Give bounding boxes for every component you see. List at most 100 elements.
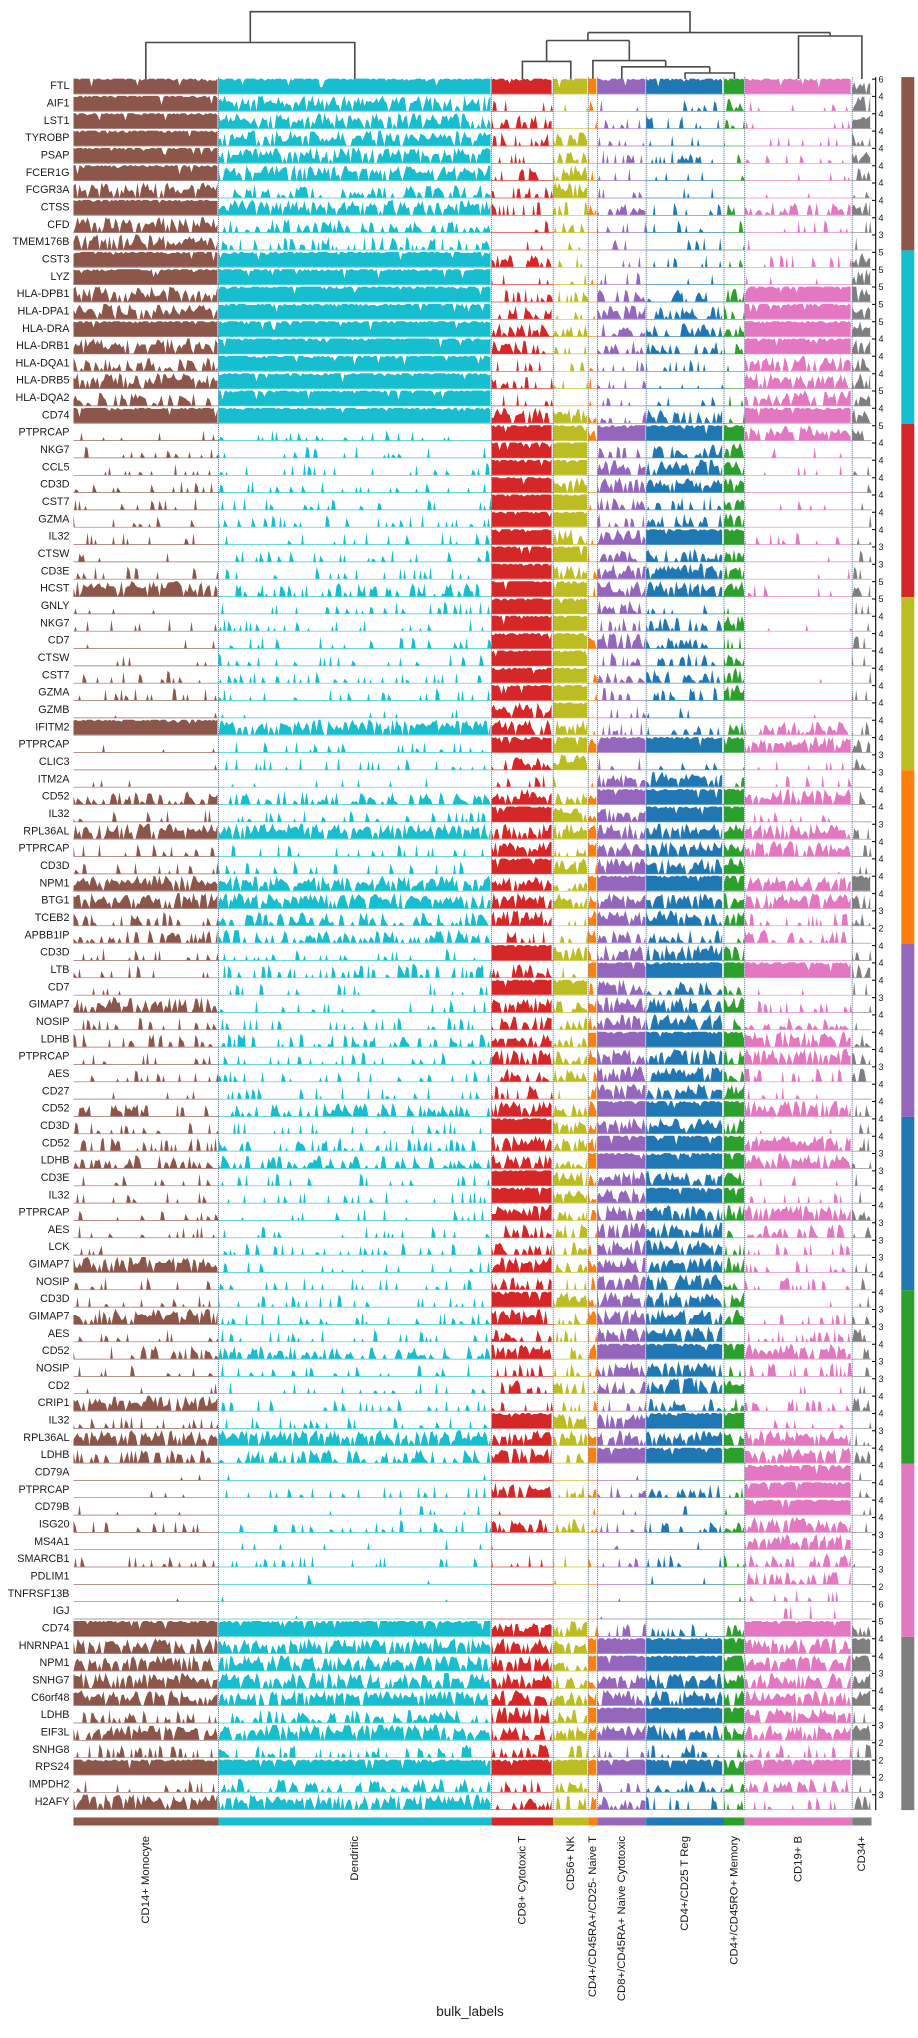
svg-text:BTG1: BTG1 [41,895,69,907]
svg-text:4: 4 [879,109,884,119]
svg-text:6: 6 [879,74,884,84]
svg-text:3: 3 [879,1235,884,1245]
svg-text:5: 5 [879,577,884,587]
svg-text:CD3D: CD3D [40,479,70,491]
svg-text:4: 4 [879,1634,884,1644]
svg-text:HLA-DPA1: HLA-DPA1 [17,305,69,317]
svg-text:3: 3 [879,1565,884,1575]
svg-text:5: 5 [879,421,884,431]
svg-text:2: 2 [879,1582,884,1592]
svg-text:4: 4 [879,837,884,847]
svg-text:NKG7: NKG7 [40,617,69,629]
svg-text:4: 4 [879,889,884,899]
svg-text:bulk_labels: bulk_labels [436,2004,504,2019]
svg-text:MS4A1: MS4A1 [34,1536,69,1548]
svg-text:CCL5: CCL5 [42,461,70,473]
svg-text:4: 4 [879,508,884,518]
svg-text:CD3D: CD3D [40,947,70,959]
svg-text:4: 4 [879,1287,884,1297]
svg-text:IL32: IL32 [48,808,69,820]
svg-text:CD79A: CD79A [35,1467,71,1479]
svg-text:4: 4 [879,1183,884,1193]
svg-text:CST7: CST7 [42,669,70,681]
svg-text:Dendritic: Dendritic [349,1836,361,1881]
svg-text:CFD: CFD [47,219,69,231]
svg-text:5: 5 [879,282,884,292]
svg-text:SMARCB1: SMARCB1 [17,1553,69,1565]
svg-text:LST1: LST1 [44,115,70,127]
svg-text:GZMA: GZMA [38,513,70,525]
svg-text:CD74: CD74 [42,409,70,421]
svg-text:CD52: CD52 [42,791,70,803]
svg-text:PTPRCAP: PTPRCAP [19,1051,70,1063]
svg-text:4: 4 [879,785,884,795]
svg-text:4: 4 [879,1478,884,1488]
svg-text:4: 4 [879,958,884,968]
svg-text:4: 4 [879,664,884,674]
svg-text:2: 2 [879,1738,884,1748]
svg-text:AES: AES [48,1328,70,1340]
svg-text:4: 4 [879,1443,884,1453]
svg-text:4: 4 [879,646,884,656]
svg-text:3: 3 [879,1426,884,1436]
svg-text:IGJ: IGJ [53,1605,70,1617]
svg-text:GIMAP7: GIMAP7 [29,1259,70,1271]
svg-text:4: 4 [879,1391,884,1401]
svg-text:3: 3 [879,993,884,1003]
svg-text:3: 3 [879,1547,884,1557]
svg-text:HLA-DRA: HLA-DRA [22,323,70,335]
svg-text:5: 5 [879,386,884,396]
svg-text:6: 6 [879,1599,884,1609]
svg-text:3: 3 [879,1530,884,1540]
svg-text:IMPDH2: IMPDH2 [29,1779,70,1791]
svg-text:3: 3 [879,1253,884,1263]
svg-text:2: 2 [879,1755,884,1765]
svg-text:2: 2 [879,1773,884,1783]
svg-text:4: 4 [879,1651,884,1661]
svg-text:4: 4 [879,1495,884,1505]
svg-text:RPL36AL: RPL36AL [23,1432,69,1444]
svg-text:4: 4 [879,872,884,882]
svg-text:CD7: CD7 [48,635,70,647]
svg-text:CD79B: CD79B [35,1501,70,1513]
svg-text:RPL36AL: RPL36AL [23,825,69,837]
svg-text:HNRNPA1: HNRNPA1 [19,1640,70,1652]
svg-text:CD14+ Monocyte: CD14+ Monocyte [140,1836,152,1924]
svg-text:2: 2 [879,923,884,933]
svg-text:LTB: LTB [51,964,70,976]
svg-text:LDHB: LDHB [41,1033,70,1045]
svg-text:IL32: IL32 [48,1189,69,1201]
svg-text:LCK: LCK [48,1241,70,1253]
svg-text:4: 4 [879,473,884,483]
svg-text:CTSW: CTSW [38,652,71,664]
svg-text:3: 3 [879,542,884,552]
svg-text:CD4+/CD25 T Reg: CD4+/CD25 T Reg [679,1836,691,1931]
svg-text:NPM1: NPM1 [40,877,70,889]
svg-text:CD4+/CD45RO+ Memory: CD4+/CD45RO+ Memory [728,1836,740,1965]
svg-text:4: 4 [879,456,884,466]
svg-text:4: 4 [879,1131,884,1141]
svg-text:HLA-DQA2: HLA-DQA2 [15,392,69,404]
svg-text:3: 3 [879,1721,884,1731]
svg-text:CD8+/CD45RA+ Naive Cytotoxic: CD8+/CD45RA+ Naive Cytotoxic [616,1836,628,2001]
svg-text:LDHB: LDHB [41,1449,70,1461]
svg-text:CD7: CD7 [48,981,70,993]
svg-text:CD2: CD2 [48,1380,70,1392]
svg-text:5: 5 [879,1617,884,1627]
svg-text:4: 4 [879,733,884,743]
svg-text:CD27: CD27 [42,1085,70,1097]
svg-text:TNFRSF13B: TNFRSF13B [8,1588,70,1600]
svg-text:4: 4 [879,681,884,691]
svg-text:4: 4 [879,369,884,379]
svg-text:IL32: IL32 [48,1415,69,1427]
svg-text:5: 5 [879,594,884,604]
svg-text:CD3E: CD3E [41,565,70,577]
svg-text:PTPRCAP: PTPRCAP [19,1207,70,1219]
svg-text:PTPRCAP: PTPRCAP [19,843,70,855]
svg-text:HCST: HCST [40,583,70,595]
svg-text:4: 4 [879,144,884,154]
svg-text:LDHB: LDHB [41,1155,70,1167]
svg-text:3: 3 [879,1322,884,1332]
svg-text:IFITM2: IFITM2 [35,721,69,733]
svg-text:CD34+: CD34+ [856,1836,868,1872]
